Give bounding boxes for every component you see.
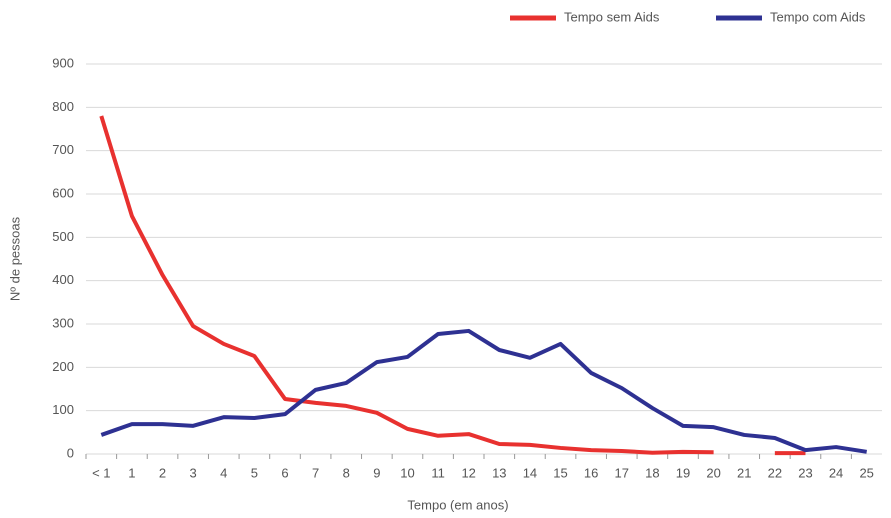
x-tick-label: 11: [431, 465, 445, 480]
y-tick-label: 700: [52, 142, 74, 157]
x-tick-label: 17: [615, 465, 629, 480]
x-tick-label: 12: [461, 465, 475, 480]
x-tick-label: 21: [737, 465, 751, 480]
x-tick-label: 1: [128, 465, 135, 480]
y-tick-label: 800: [52, 99, 74, 114]
x-tick-label: 10: [400, 465, 414, 480]
x-tick-label: 3: [190, 465, 197, 480]
y-tick-label: 900: [52, 55, 74, 70]
x-axis-label: Tempo (em anos): [407, 497, 508, 512]
x-tick-label: 9: [373, 465, 380, 480]
legend-label: Tempo sem Aids: [564, 9, 660, 24]
x-tick-label: 8: [343, 465, 350, 480]
x-tick-label: 5: [251, 465, 258, 480]
line-series: [99, 115, 806, 456]
y-tick-label: 400: [52, 272, 74, 287]
x-tick-label: 25: [859, 465, 873, 480]
y-tick-label: 100: [52, 402, 74, 417]
x-tick-label: 2: [159, 465, 166, 480]
x-tick-label: 4: [220, 465, 227, 480]
x-tick-label: 15: [553, 465, 567, 480]
x-tick-label: 16: [584, 465, 598, 480]
y-tick-label: 0: [67, 445, 74, 460]
x-tick-label: 23: [798, 465, 812, 480]
x-tick-label: 22: [768, 465, 782, 480]
line-series: [100, 328, 867, 454]
x-tick-label: 19: [676, 465, 690, 480]
y-axis-label: Nº de pessoas: [7, 216, 22, 301]
x-tick-label: 6: [281, 465, 288, 480]
x-tick-label: 24: [829, 465, 843, 480]
x-tick-label: 20: [706, 465, 720, 480]
y-tick-label: 300: [52, 315, 74, 330]
x-tick-label: 14: [523, 465, 537, 480]
legend-label: Tempo com Aids: [770, 9, 866, 24]
x-tick-label: 18: [645, 465, 659, 480]
y-tick-label: 600: [52, 185, 74, 200]
x-tick-label: 7: [312, 465, 319, 480]
y-tick-label: 500: [52, 229, 74, 244]
x-tick-label: 13: [492, 465, 506, 480]
x-tick-label: < 1: [92, 465, 110, 480]
y-tick-label: 200: [52, 359, 74, 374]
